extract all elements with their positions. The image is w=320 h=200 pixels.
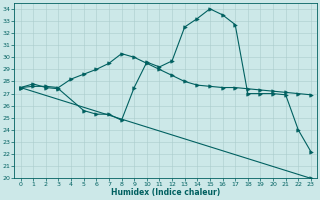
X-axis label: Humidex (Indice chaleur): Humidex (Indice chaleur) [111, 188, 220, 197]
